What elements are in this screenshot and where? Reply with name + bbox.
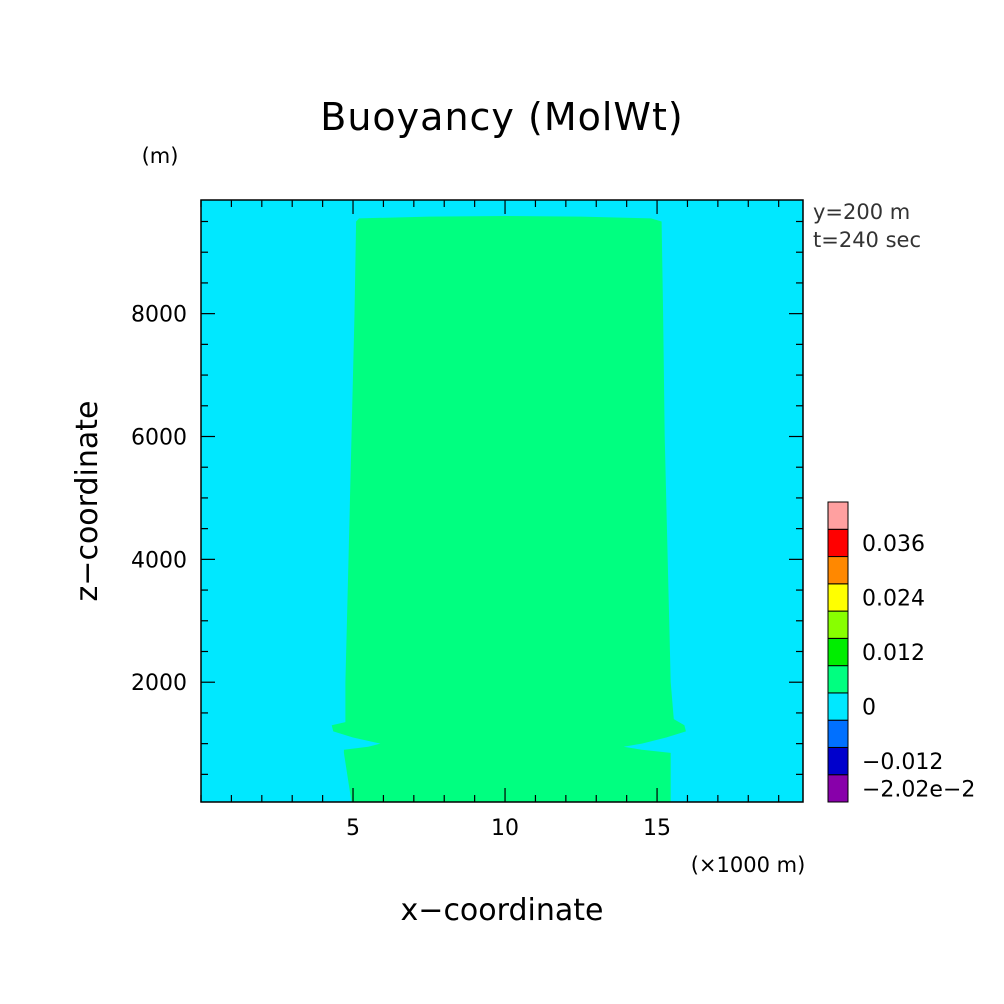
y-tick-label: 4000: [131, 548, 187, 573]
colorbar-swatch: [827, 692, 849, 721]
contour-region-0: [331, 216, 686, 802]
colorbar: −2.02e−2−0.012 0 0.012 0.024 0.036: [827, 501, 975, 803]
annotation-time: t=240 sec: [813, 228, 921, 252]
colorbar-label: −0.012: [862, 750, 943, 775]
colorbar-swatch: [827, 583, 849, 612]
plot-frame: [200, 199, 804, 803]
colorbar-swatch: [827, 528, 849, 558]
colorbar-label: 0: [862, 696, 876, 721]
x-tick-label: 10: [491, 816, 519, 841]
colorbar-label: 0.036: [862, 532, 925, 557]
x-tick-label: 5: [346, 816, 360, 841]
colorbar-swatch: [827, 774, 849, 803]
colorbar-swatch: [827, 556, 849, 585]
axis-ticks: [200, 200, 803, 802]
colorbar-label: −2.02e−2: [862, 777, 975, 802]
x-unit-label: (×1000 m): [691, 853, 806, 877]
y-axis-label: z−coordinate: [70, 401, 105, 602]
colorbar-swatch: [827, 719, 849, 748]
x-tick-label: 15: [643, 816, 671, 841]
y-tick-label: 2000: [131, 671, 187, 696]
y-unit-label: (m): [142, 144, 179, 168]
colorbar-swatch: [827, 665, 849, 694]
colorbar-label: 0.012: [862, 641, 925, 666]
chart-title: Buoyancy (MolWt): [320, 95, 683, 139]
colorbar-label: 0.024: [862, 586, 925, 611]
annotation-y-position: y=200 m: [813, 200, 910, 224]
colorbar-swatch: [827, 637, 849, 667]
colorbar-swatch: [827, 746, 849, 776]
axis-tick-labels: 5 10 15 2000 4000 6000 8000: [131, 303, 671, 841]
colorbar-swatch: [827, 610, 849, 639]
y-tick-label: 8000: [131, 303, 187, 328]
y-tick-label: 6000: [131, 426, 187, 451]
x-axis-label: x−coordinate: [401, 893, 604, 928]
plot-area: [200, 199, 804, 803]
colorbar-swatch: [827, 501, 849, 530]
